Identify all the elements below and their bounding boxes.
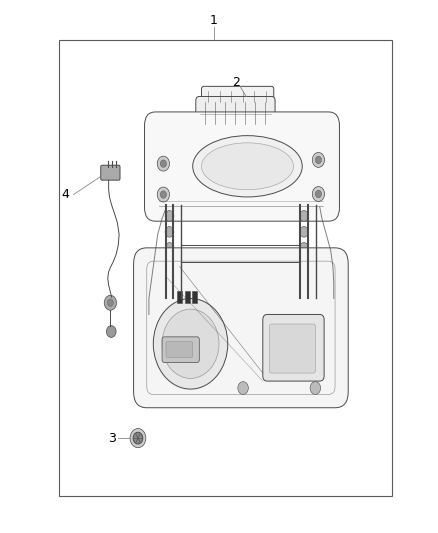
Circle shape: [315, 190, 321, 198]
Circle shape: [157, 156, 170, 171]
Circle shape: [107, 299, 113, 306]
Text: 2: 2: [233, 76, 240, 89]
FancyBboxPatch shape: [134, 248, 348, 408]
Circle shape: [130, 429, 146, 448]
FancyBboxPatch shape: [269, 324, 315, 373]
Text: 1: 1: [210, 14, 218, 27]
Circle shape: [153, 298, 228, 389]
Ellipse shape: [201, 143, 293, 190]
Bar: [185, 291, 190, 303]
Bar: [177, 291, 182, 303]
Circle shape: [310, 382, 321, 394]
FancyBboxPatch shape: [201, 86, 274, 107]
FancyBboxPatch shape: [162, 337, 199, 362]
Circle shape: [315, 156, 321, 164]
Circle shape: [238, 382, 248, 394]
FancyBboxPatch shape: [166, 342, 193, 358]
Circle shape: [300, 259, 308, 269]
Circle shape: [312, 187, 325, 201]
Circle shape: [165, 211, 174, 221]
Text: 3: 3: [108, 432, 116, 445]
Circle shape: [157, 187, 170, 202]
Circle shape: [300, 211, 308, 221]
Bar: [59, 40, 392, 496]
Circle shape: [160, 160, 166, 167]
Circle shape: [106, 326, 116, 337]
Circle shape: [312, 152, 325, 167]
Circle shape: [104, 295, 117, 310]
Circle shape: [133, 432, 143, 444]
Bar: [231, 124, 248, 132]
Text: 4: 4: [61, 188, 69, 201]
Bar: [192, 291, 197, 303]
Circle shape: [165, 243, 174, 253]
FancyBboxPatch shape: [145, 112, 339, 221]
Circle shape: [300, 243, 308, 253]
Circle shape: [162, 309, 219, 378]
Circle shape: [160, 191, 166, 198]
Ellipse shape: [193, 136, 302, 197]
FancyBboxPatch shape: [101, 165, 120, 180]
Circle shape: [165, 227, 174, 237]
FancyBboxPatch shape: [263, 314, 324, 381]
FancyBboxPatch shape: [196, 96, 275, 131]
Circle shape: [165, 259, 174, 269]
Circle shape: [300, 227, 308, 237]
